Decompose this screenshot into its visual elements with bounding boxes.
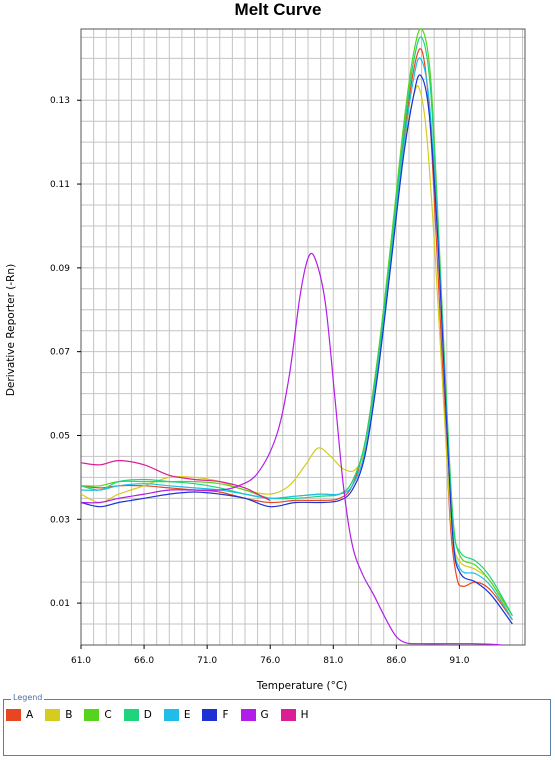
- legend-label: H: [300, 709, 309, 721]
- x-axis-label: Temperature (°C): [256, 680, 348, 692]
- y-tick-label: 0.01: [50, 599, 70, 609]
- legend-swatch: [240, 709, 256, 721]
- y-tick-label: 0.13: [50, 96, 70, 106]
- legend-item-g: G: [240, 709, 269, 721]
- x-tick-label: 61.0: [71, 656, 91, 666]
- series-line-d: [80, 36, 513, 616]
- legend-swatch: [280, 709, 296, 721]
- legend-swatch: [6, 709, 21, 721]
- legend-swatch: [202, 709, 218, 721]
- y-axis-label: Derivative Reporter (-Rn): [5, 264, 17, 396]
- legend-swatch: [123, 709, 139, 721]
- series-line-h: [80, 459, 271, 501]
- axis-ticks: 61.0 66.0 71.0 76.0 81.0 86.0 91.0 0.01 0.03 0.05…: [50, 96, 470, 666]
- legend-items: A B C D E F G H: [6, 709, 321, 721]
- series-line-f: [80, 74, 513, 625]
- legend-label: G: [260, 709, 269, 721]
- chart-title: Melt Curve: [235, 0, 322, 19]
- y-tick-label: 0.03: [50, 515, 70, 525]
- legend-item-c: C: [84, 709, 112, 721]
- x-tick-label: 86.0: [386, 656, 406, 666]
- melt-curve-chart: Melt Curve 61.0 66.0 71.0 76.0 81.0 86.0 91.0 0…: [5, 0, 526, 692]
- legend-label: E: [183, 709, 191, 721]
- x-tick-label: 91.0: [449, 656, 469, 666]
- legend-swatch: [45, 709, 61, 721]
- x-tick-label: 76.0: [260, 656, 280, 666]
- legend: Legend A B C D E F G H: [3, 693, 551, 756]
- legend-item-b: B: [45, 709, 72, 721]
- series-line-g: [80, 252, 503, 646]
- legend-item-d: D: [123, 709, 152, 721]
- x-tick-label: 71.0: [197, 656, 217, 666]
- plot-area: [80, 28, 526, 646]
- legend-label: D: [143, 709, 152, 721]
- y-tick-label: 0.11: [50, 180, 70, 190]
- legend-item-a: A: [6, 709, 33, 721]
- legend-swatch: [163, 709, 179, 721]
- legend-label: A: [26, 709, 34, 721]
- legend-label: B: [65, 709, 73, 721]
- legend-item-f: F: [202, 709, 229, 721]
- legend-swatch: [84, 709, 100, 721]
- plot-grid: [81, 29, 525, 645]
- y-tick-label: 0.07: [50, 348, 70, 358]
- x-tick-label: 81.0: [323, 656, 343, 666]
- legend-label: C: [104, 709, 112, 721]
- legend-item-e: E: [163, 709, 191, 721]
- legend-title: Legend: [11, 693, 45, 702]
- series-line-a: [80, 48, 513, 621]
- legend-item-h: H: [280, 709, 309, 721]
- y-tick-label: 0.09: [50, 264, 70, 274]
- legend-label: F: [222, 709, 229, 721]
- x-tick-label: 66.0: [134, 656, 154, 666]
- y-tick-label: 0.05: [50, 431, 70, 441]
- series-lines: [80, 28, 513, 646]
